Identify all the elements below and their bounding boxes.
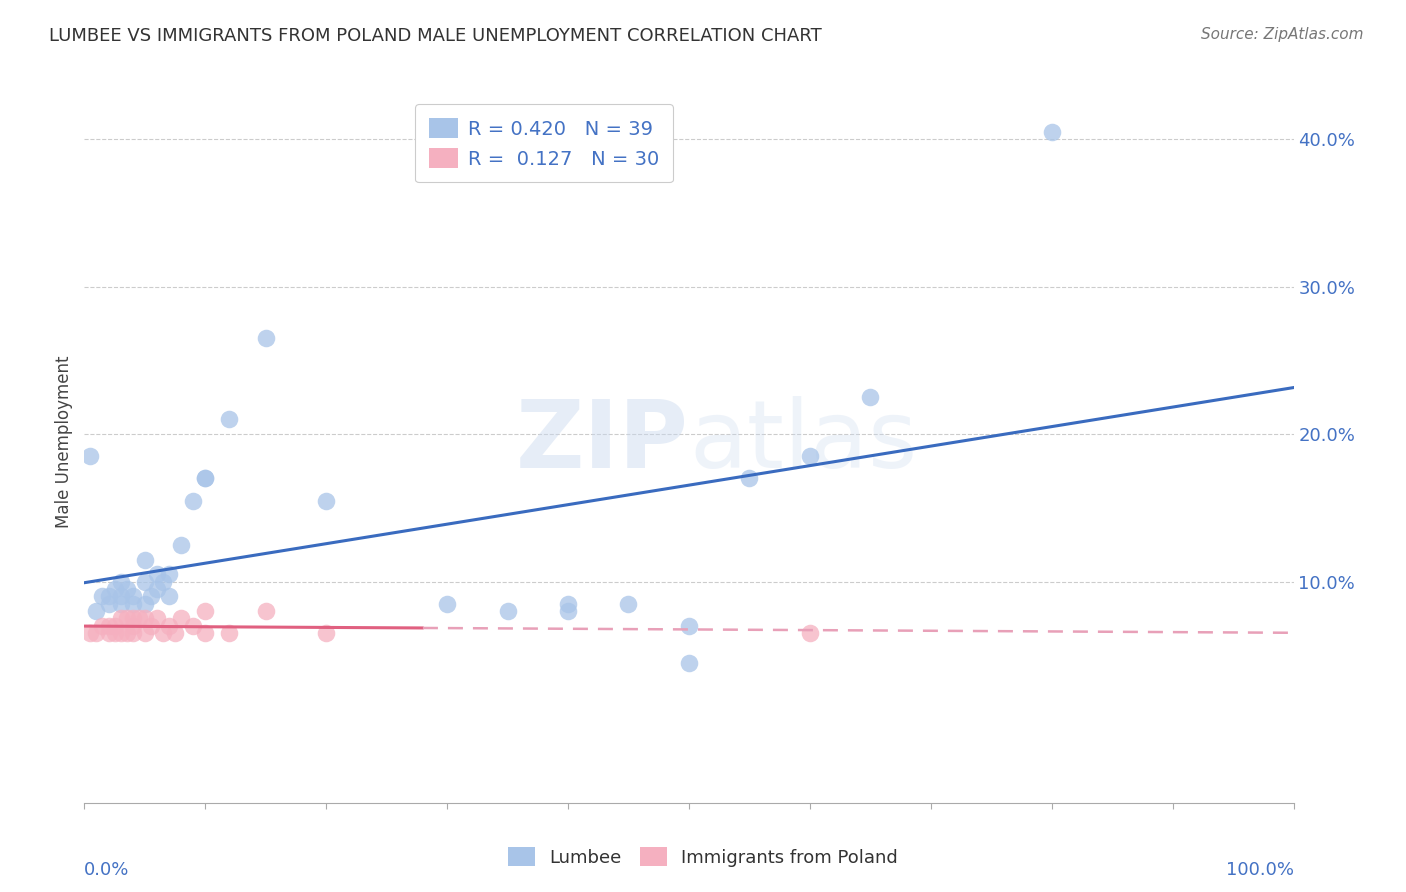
Point (218, 412, 240, 426)
Point (181, 493, 204, 508)
Point (110, 597, 132, 611)
Point (678, 656, 700, 670)
Point (110, 574, 132, 589)
Point (115, 611, 138, 625)
Point (91, 619, 114, 633)
Point (194, 604, 217, 618)
Point (157, 619, 180, 633)
Text: atlas: atlas (689, 395, 917, 488)
Legend: R = 0.420   N = 39, R =  0.127   N = 30: R = 0.420 N = 39, R = 0.127 N = 30 (415, 104, 672, 183)
Point (91, 590, 114, 604)
Y-axis label: Male Unemployment: Male Unemployment (55, 355, 73, 528)
Point (121, 590, 143, 604)
Point (97, 619, 120, 633)
Point (86, 626, 108, 640)
Point (79, 450, 101, 464)
Point (121, 626, 143, 640)
Point (181, 619, 204, 633)
Legend: Lumbee, Immigrants from Poland: Lumbee, Immigrants from Poland (501, 840, 905, 874)
Point (557, 597, 579, 611)
Point (557, 604, 579, 618)
Point (104, 619, 127, 633)
Point (218, 626, 240, 640)
Point (146, 582, 169, 596)
Point (97, 626, 120, 640)
Point (678, 619, 700, 633)
Text: 0.0%: 0.0% (84, 861, 129, 879)
Point (121, 611, 143, 625)
Point (110, 611, 132, 625)
Text: ZIP: ZIP (516, 395, 689, 488)
Point (170, 611, 193, 625)
Point (115, 582, 138, 596)
Point (121, 597, 143, 611)
Point (134, 552, 156, 566)
Point (79, 626, 101, 640)
Point (165, 626, 187, 640)
Point (110, 626, 132, 640)
Text: 100.0%: 100.0% (1226, 861, 1294, 879)
Point (128, 611, 150, 625)
Point (254, 604, 277, 618)
Point (799, 450, 821, 464)
Point (104, 582, 127, 596)
Point (859, 390, 882, 404)
Point (139, 619, 162, 633)
Point (194, 471, 217, 485)
Point (194, 626, 217, 640)
Point (254, 331, 277, 345)
Point (97, 597, 120, 611)
Point (115, 626, 138, 640)
Point (134, 611, 156, 625)
Point (86, 604, 108, 618)
Point (110, 590, 132, 604)
Text: LUMBEE VS IMMIGRANTS FROM POLAND MALE UNEMPLOYMENT CORRELATION CHART: LUMBEE VS IMMIGRANTS FROM POLAND MALE UN… (49, 27, 823, 45)
Point (157, 567, 180, 582)
Point (799, 626, 821, 640)
Point (315, 626, 337, 640)
Text: Source: ZipAtlas.com: Source: ZipAtlas.com (1201, 27, 1364, 42)
Point (617, 597, 640, 611)
Point (134, 597, 156, 611)
Point (121, 619, 143, 633)
Point (146, 567, 169, 582)
Point (738, 471, 761, 485)
Point (152, 574, 174, 589)
Point (157, 590, 180, 604)
Point (146, 611, 169, 625)
Point (315, 493, 337, 508)
Point (496, 604, 519, 618)
Point (436, 597, 458, 611)
Point (134, 626, 156, 640)
Point (97, 590, 120, 604)
Point (139, 590, 162, 604)
Point (194, 471, 217, 485)
Point (152, 626, 174, 640)
Point (104, 626, 127, 640)
Point (170, 538, 193, 552)
Point (134, 574, 156, 589)
Point (1040, 125, 1063, 139)
